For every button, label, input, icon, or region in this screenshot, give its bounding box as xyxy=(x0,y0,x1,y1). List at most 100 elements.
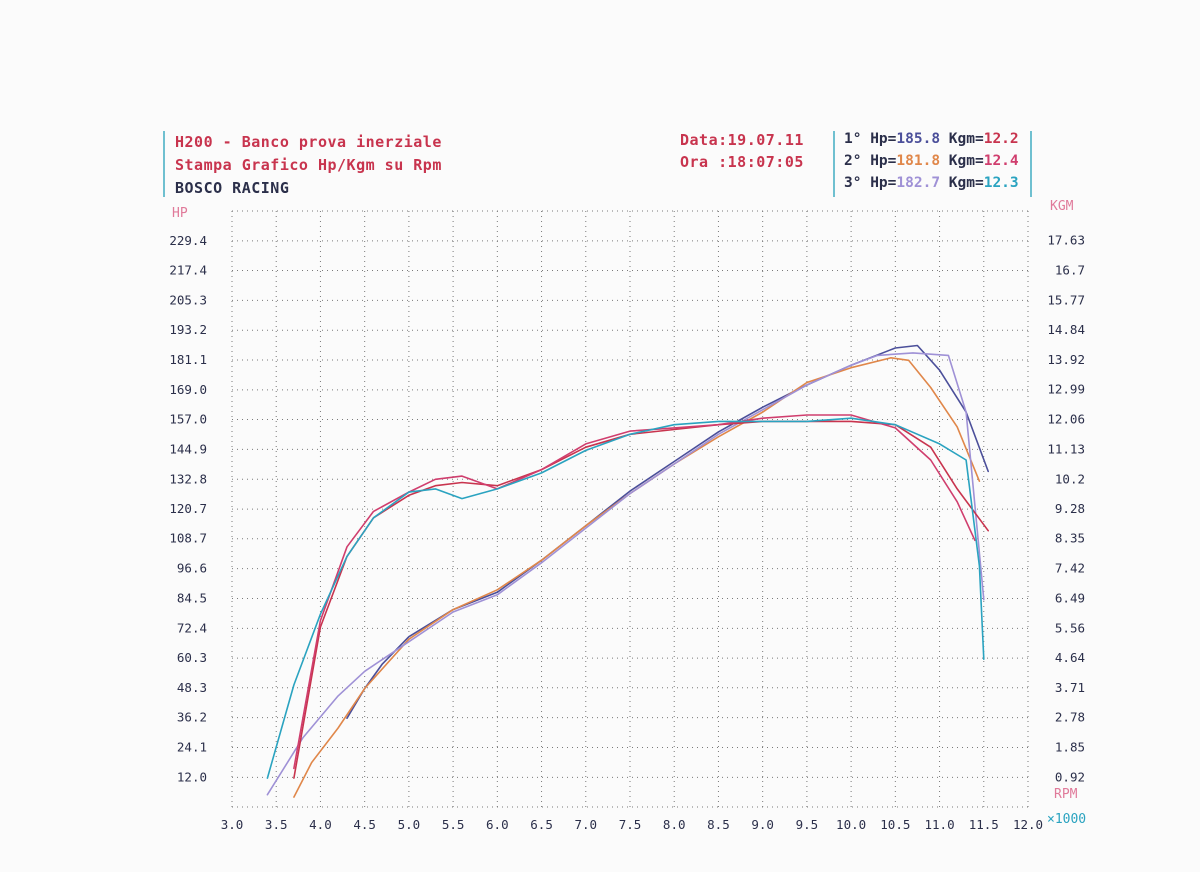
hp-tick-label: 48.3 xyxy=(177,680,207,695)
kgm-tick-label: 12.06 xyxy=(1047,412,1085,427)
kgm-axis-label: KGM xyxy=(1050,199,1074,214)
hp-tick-label: 120.7 xyxy=(169,501,207,516)
tick-labels-layer: 3.0 3.5 4.0 4.5 5.0 5.5 6.0 6.5 7.0 7.5 8.0 8.5 9.0 9… xyxy=(169,233,1085,832)
time-label: Ora : xyxy=(680,153,728,171)
kgm-tick-label: 10.2 xyxy=(1055,471,1085,486)
x-tick-label: 6.0 xyxy=(486,817,509,832)
run-2-kgm-value: 12.4 xyxy=(983,153,1019,169)
x-tick-label: 8.5 xyxy=(707,817,730,832)
hp-tick-label: 193.2 xyxy=(169,322,207,337)
hp-tick-label: 24.1 xyxy=(177,740,207,755)
x-tick-label: 11.5 xyxy=(969,817,999,832)
hp-tick-label: 229.4 xyxy=(169,233,207,248)
kgm-tick-label: 13.92 xyxy=(1047,352,1085,367)
series-layer xyxy=(266,344,990,798)
hp-tick-label: 36.2 xyxy=(177,710,207,725)
series-line-1 xyxy=(346,344,990,720)
rpm-axis-label: RPM xyxy=(1054,787,1078,802)
series-line-5 xyxy=(293,414,976,770)
x-tick-label: 5.5 xyxy=(442,817,465,832)
series-line-4 xyxy=(293,420,990,779)
x-tick-label: 4.5 xyxy=(353,817,376,832)
x-tick-label: 9.0 xyxy=(751,817,774,832)
hp-tick-label: 169.0 xyxy=(169,382,207,397)
kgm-tick-label: 3.71 xyxy=(1055,680,1085,695)
run-1-hp-value: 185.8 xyxy=(896,131,941,147)
hp-tick-label: 72.4 xyxy=(177,620,207,635)
header-company: BOSCO RACING xyxy=(175,179,290,197)
hp-tick-label: 217.4 xyxy=(169,262,207,277)
run-row-1: 1° Hp=185.8 Kgm=12.2 xyxy=(844,131,1019,147)
time-row: Ora :18:07:05 xyxy=(680,153,804,171)
date-value: 19.07.11 xyxy=(727,131,804,149)
run-2-label: 2° xyxy=(844,153,862,169)
kgm-tick-label: 15.77 xyxy=(1047,292,1085,307)
hp-tick-label: 181.1 xyxy=(169,352,207,367)
x-tick-label: 7.5 xyxy=(619,817,642,832)
kgm-tick-label: 8.35 xyxy=(1055,531,1085,546)
header-info: H200 - Banco prova inerziale Stampa Graf… xyxy=(163,131,675,197)
run-2-hp-value: 181.8 xyxy=(896,153,941,169)
header-datetime: Data:19.07.11 Ora :18:07:05 xyxy=(678,131,835,197)
run-1-kgm-value: 12.2 xyxy=(983,131,1019,147)
hp-tick-label: 205.3 xyxy=(169,292,207,307)
x-tick-label: 7.0 xyxy=(574,817,597,832)
kgm-tick-label: 12.99 xyxy=(1047,382,1085,397)
kgm-tick-label: 17.63 xyxy=(1047,233,1085,248)
run-1-kgm-label: Kgm= xyxy=(948,131,984,147)
header-subtitle: Stampa Grafico Hp/Kgm su Rpm xyxy=(175,156,442,174)
x-tick-label: 4.0 xyxy=(309,817,332,832)
kgm-tick-label: 11.13 xyxy=(1047,441,1085,456)
x-tick-label: 11.0 xyxy=(925,817,955,832)
x-tick-label: 3.5 xyxy=(265,817,288,832)
x-tick-label: 10.0 xyxy=(836,817,866,832)
header-title: H200 - Banco prova inerziale xyxy=(175,133,442,151)
hp-tick-label: 132.8 xyxy=(169,471,207,486)
series-line-3 xyxy=(266,352,985,796)
run-3-kgm-value: 12.3 xyxy=(983,175,1019,191)
kgm-tick-label: 6.49 xyxy=(1055,590,1085,605)
kgm-tick-label: 7.42 xyxy=(1055,561,1085,576)
hp-tick-label: 108.7 xyxy=(169,531,207,546)
hp-tick-label: 96.6 xyxy=(177,561,207,576)
run-row-3: 3° Hp=182.7 Kgm=12.3 xyxy=(844,175,1019,191)
run-1-hp-label: Hp= xyxy=(870,131,897,147)
kgm-tick-label: 1.85 xyxy=(1055,740,1085,755)
run-3-kgm-label: Kgm= xyxy=(948,175,984,191)
run-3-label: 3° xyxy=(844,175,862,191)
run-1-label: 1° xyxy=(844,131,862,147)
kgm-tick-label: 16.7 xyxy=(1055,262,1085,277)
hp-tick-label: 144.9 xyxy=(169,441,207,456)
kgm-tick-label: 14.84 xyxy=(1047,322,1085,337)
x-tick-label: 12.0 xyxy=(1013,817,1043,832)
x-tick-label: 6.5 xyxy=(530,817,553,832)
run-row-2: 2° Hp=181.8 Kgm=12.4 xyxy=(844,153,1019,169)
grid-layer xyxy=(231,210,1029,808)
hp-tick-label: 84.5 xyxy=(177,590,207,605)
kgm-tick-label: 9.28 xyxy=(1055,501,1085,516)
x-tick-label: 5.0 xyxy=(398,817,421,832)
x-tick-label: 3.0 xyxy=(221,817,244,832)
date-row: Data:19.07.11 xyxy=(680,131,804,149)
time-value: 18:07:05 xyxy=(727,153,804,171)
x-tick-label: 9.5 xyxy=(796,817,819,832)
run-3-hp-value: 182.7 xyxy=(896,175,941,191)
date-label: Data: xyxy=(680,131,728,149)
runs-legend: 1° Hp=185.8 Kgm=12.2 2° Hp=181.8 Kgm=12.… xyxy=(840,131,1032,197)
run-2-kgm-label: Kgm= xyxy=(948,153,984,169)
hp-tick-label: 60.3 xyxy=(177,650,207,665)
series-line-6 xyxy=(266,417,985,779)
run-3-hp-label: Hp= xyxy=(870,175,897,191)
x-tick-label: 8.0 xyxy=(663,817,686,832)
kgm-tick-label: 2.78 xyxy=(1055,710,1085,725)
x-tick-label: 10.5 xyxy=(880,817,910,832)
hp-axis-label: HP xyxy=(172,206,188,221)
rpm-unit-label: ×1000 xyxy=(1047,812,1086,827)
kgm-tick-label: 5.56 xyxy=(1055,620,1085,635)
kgm-tick-label: 0.92 xyxy=(1055,769,1085,784)
hp-tick-label: 157.0 xyxy=(169,412,207,427)
run-2-hp-label: Hp= xyxy=(870,153,897,169)
hp-tick-label: 12.0 xyxy=(177,769,207,784)
kgm-tick-label: 4.64 xyxy=(1055,650,1085,665)
